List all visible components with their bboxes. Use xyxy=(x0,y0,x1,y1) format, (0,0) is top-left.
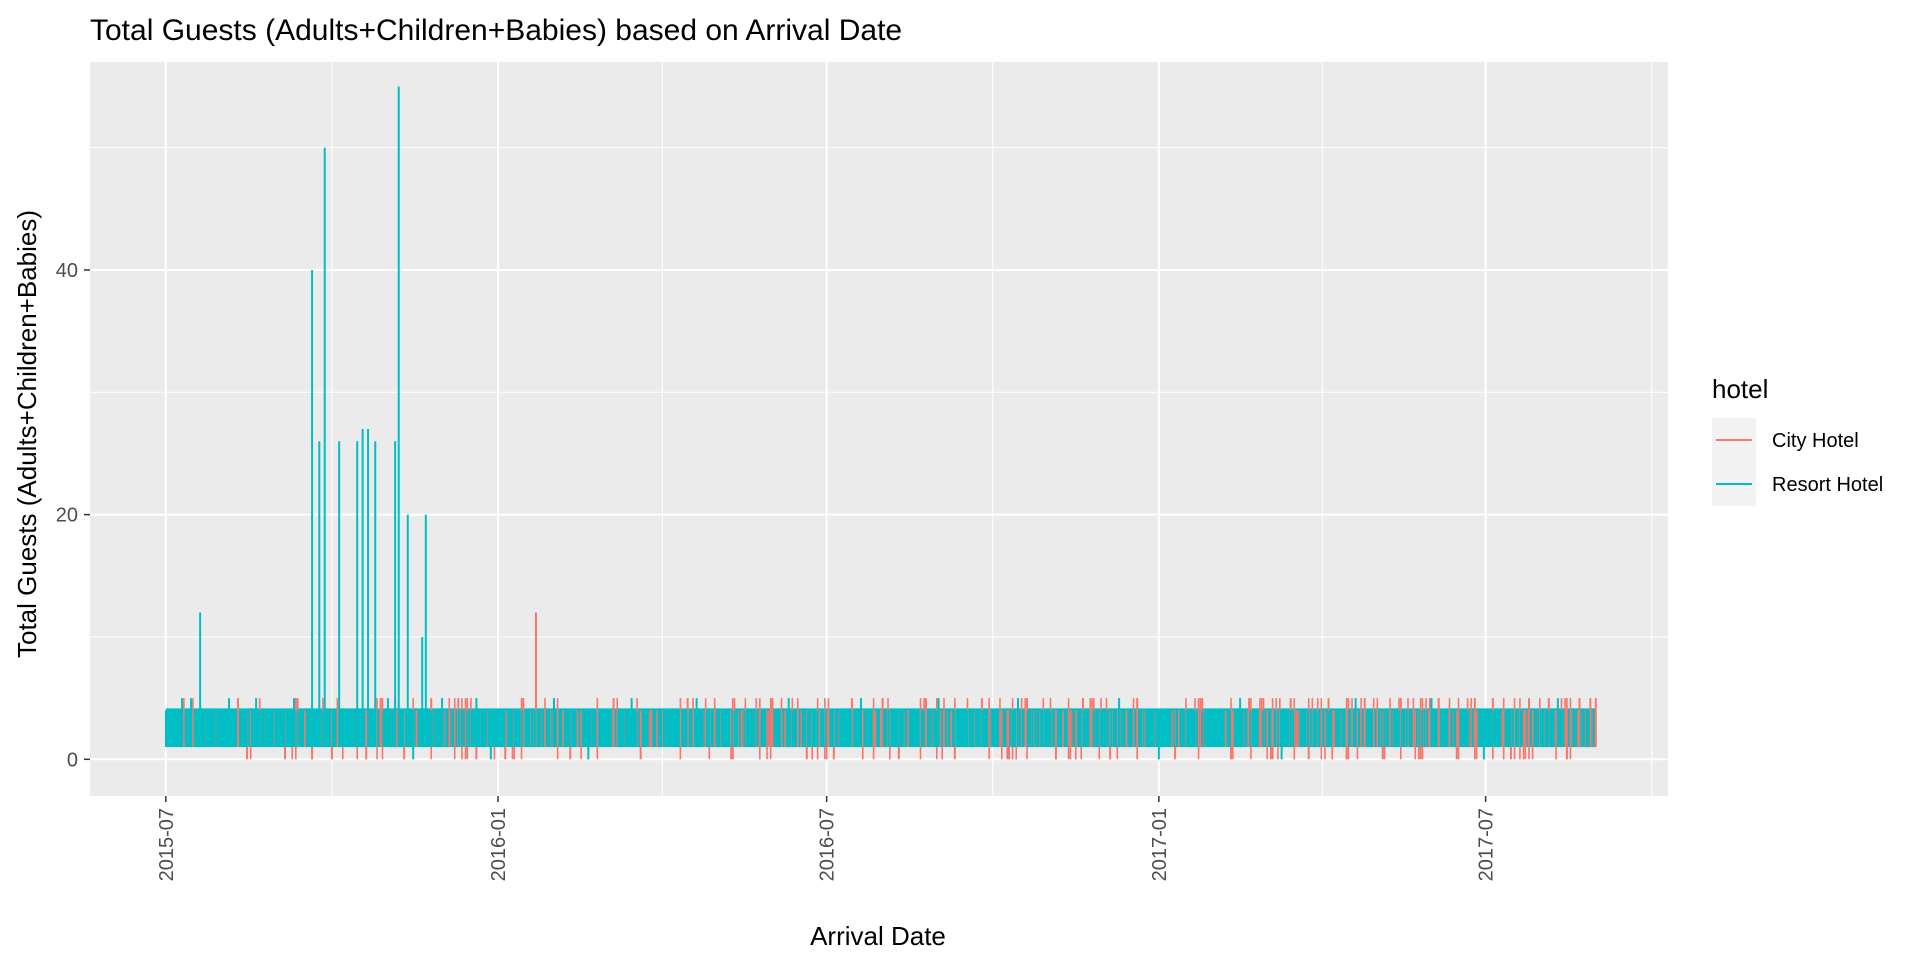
legend-item-resort-hotel: Resort Hotel xyxy=(1712,462,1883,506)
minor-gridlines xyxy=(90,62,1668,796)
y-axis-label: Total Guests (Adults+Children+Babies) xyxy=(12,210,42,658)
plot-background xyxy=(90,62,1668,796)
y-axis: 0 20 40 xyxy=(56,260,90,771)
series-resort-hotel xyxy=(164,86,1590,760)
legend: hotel City Hotel Resort Hotel xyxy=(1712,374,1883,506)
y-tick-label: 0 xyxy=(67,749,78,771)
x-axis: 2015-07 2016-01 2016-07 2017-01 2017-07 xyxy=(156,796,1498,881)
y-tick-label: 40 xyxy=(56,260,78,282)
x-tick-label: 2016-01 xyxy=(488,808,510,881)
x-tick-label: 2017-01 xyxy=(1149,808,1171,881)
y-tick-label: 20 xyxy=(56,505,78,527)
legend-title: hotel xyxy=(1712,374,1768,404)
plot-panel xyxy=(90,62,1668,796)
x-tick-label: 2015-07 xyxy=(156,808,178,881)
x-tick-label: 2017-07 xyxy=(1476,808,1498,881)
legend-label-city-hotel: City Hotel xyxy=(1772,430,1859,452)
x-tick-label: 2016-07 xyxy=(817,808,839,881)
x-axis-label: Arrival Date xyxy=(810,921,946,951)
major-gridlines xyxy=(90,62,1668,796)
legend-item-city-hotel: City Hotel xyxy=(1712,418,1859,462)
chart-title: Total Guests (Adults+Children+Babies) ba… xyxy=(90,14,902,47)
legend-label-resort-hotel: Resort Hotel xyxy=(1772,474,1883,496)
